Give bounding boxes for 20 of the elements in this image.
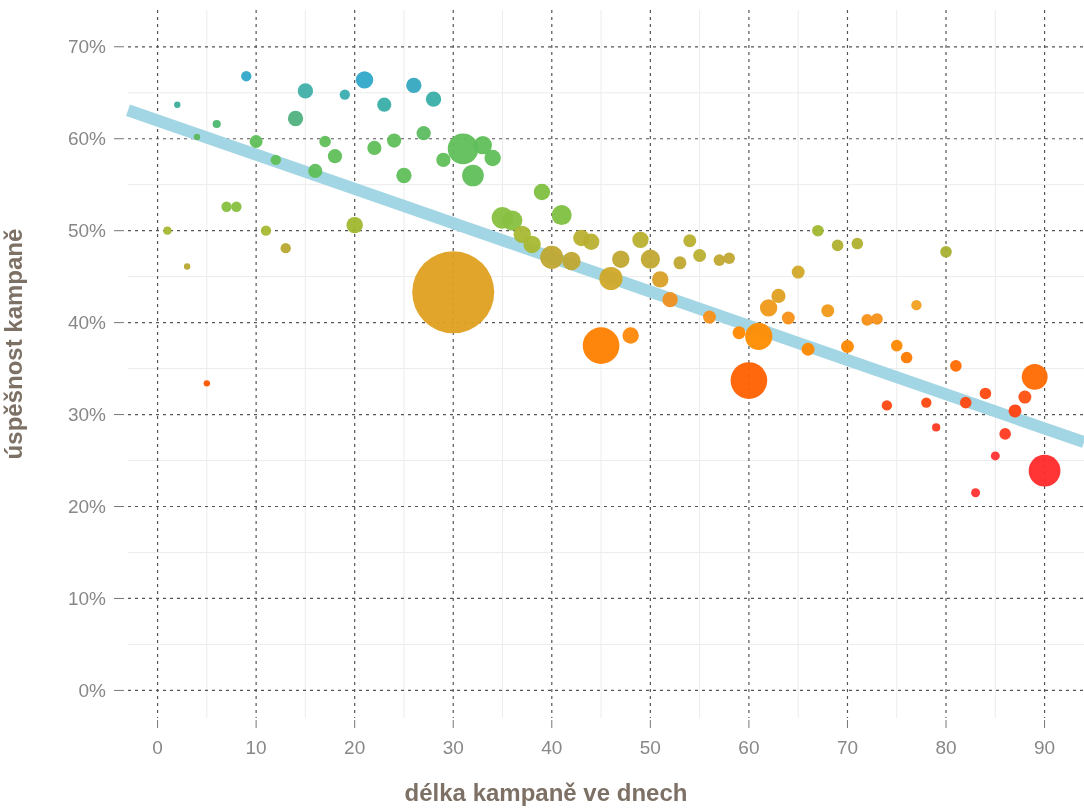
y-tick-label: 50% xyxy=(67,220,107,242)
y-tick-label: 20% xyxy=(67,496,107,518)
x-axis-title: délka kampaně ve dnech xyxy=(404,779,688,806)
x-tick-label: 20 xyxy=(344,737,366,758)
y-tick-label: 10% xyxy=(67,588,107,610)
y-tick-label: 30% xyxy=(67,404,107,426)
x-tick-label: 0 xyxy=(152,737,163,758)
y-tick-label: 70% xyxy=(67,36,107,58)
x-tick-label: 30 xyxy=(442,737,464,758)
x-tick-label: 60 xyxy=(738,737,760,758)
x-tick-label: 90 xyxy=(1034,737,1056,758)
x-tick-label: 50 xyxy=(639,737,661,758)
y-tick-label: 0% xyxy=(78,680,107,702)
y-axis-title: úspěšnost kampaně xyxy=(0,228,27,460)
y-tick-label: 40% xyxy=(67,312,107,334)
x-tick-label: 10 xyxy=(245,737,267,758)
x-tick-label: 40 xyxy=(541,737,563,758)
x-tick-label: 80 xyxy=(935,737,957,758)
y-tick-label: 60% xyxy=(67,128,107,150)
x-tick-label: 70 xyxy=(836,737,859,758)
